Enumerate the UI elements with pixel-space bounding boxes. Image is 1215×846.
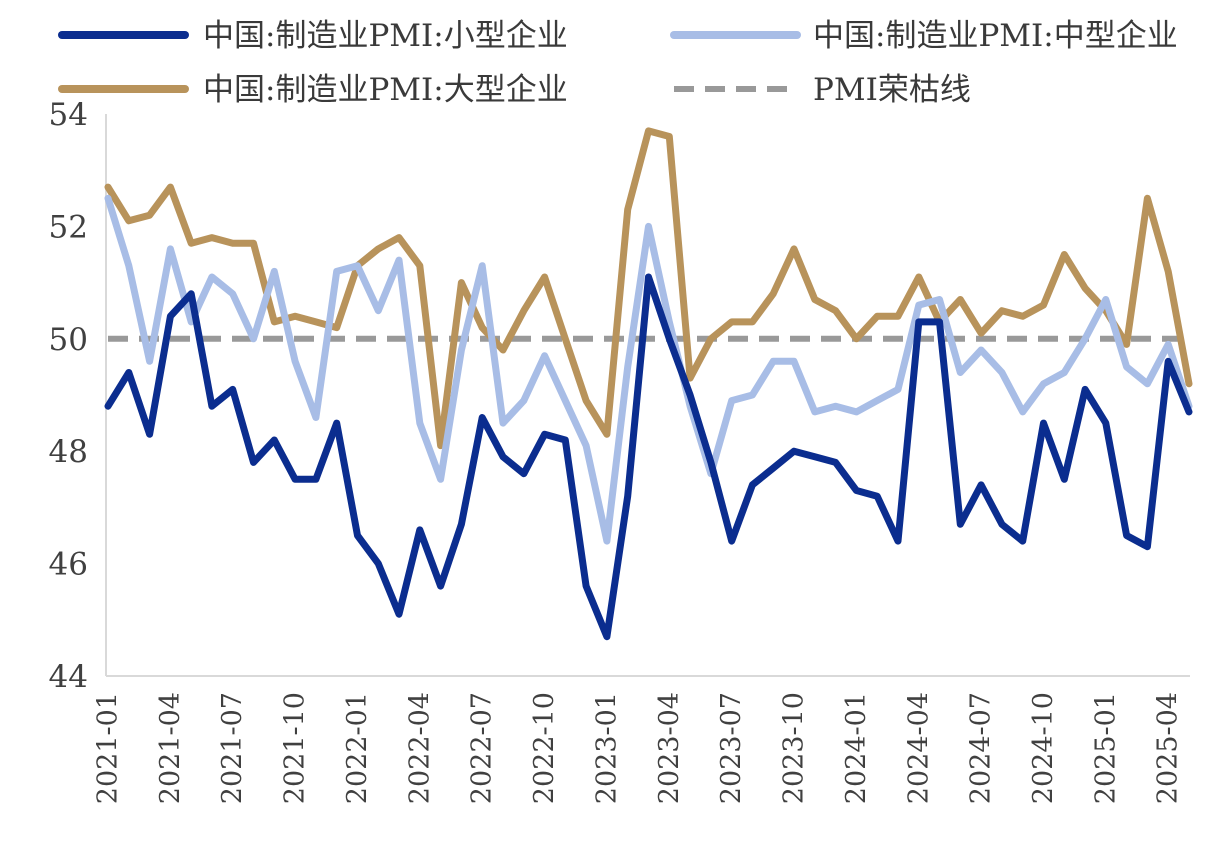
x-tick-label: 2021-07 [217,692,248,804]
y-tick-label: 50 [49,322,88,358]
legend-label-large: 中国:制造业PMI:大型企业 [203,72,568,108]
x-tick-label: 2021-01 [93,692,124,804]
x-tick-label: 2021-04 [155,692,186,804]
series-group [104,127,1193,641]
legend-item-large: 中国:制造业PMI:大型企业 [58,72,568,108]
y-tick-label: 46 [49,547,88,583]
legend-item-threshold: PMI荣枯线 [674,72,971,108]
x-tick-label: 2024-01 [841,692,872,804]
y-tick-labels: 44 46 48 50 52 54 [49,97,88,695]
legend-label-small: 中国:制造业PMI:小型企业 [203,18,568,54]
x-tick-label: 2024-10 [1028,692,1059,804]
x-tick-label: 2025-01 [1090,692,1121,804]
x-tick-label: 2022-07 [467,692,498,804]
legend-label-medium: 中国:制造业PMI:中型企业 [813,18,1178,54]
x-tick-label: 2023-07 [716,692,747,804]
legend-label-threshold: PMI荣枯线 [813,72,971,108]
y-tick-label: 52 [49,209,88,245]
legend-item-small: 中国:制造业PMI:小型企业 [58,18,568,54]
series-line-medium [104,194,1193,545]
legend-item-medium: 中国:制造业PMI:中型企业 [670,18,1178,54]
legend: 中国:制造业PMI:小型企业 中国:制造业PMI:中型企业 中国:制造业PMI:… [58,18,1178,108]
x-tick-label: 2022-01 [342,692,373,804]
x-tick-label: 2021-10 [280,692,311,804]
series-line-small [104,273,1193,641]
x-tick-label: 2025-04 [1153,692,1184,804]
x-tick-label: 2022-04 [404,692,435,804]
x-tick-label: 2024-04 [903,692,934,804]
x-tick-label: 2023-10 [779,692,810,804]
x-tick-label: 2022-10 [529,692,560,804]
x-tick-label: 2023-04 [654,692,685,804]
y-tick-label: 48 [49,434,88,470]
x-tick-label: 2023-01 [591,692,622,804]
x-tick-labels: 2021-01 2021-04 2021-07 2021-10 2022-01 … [93,692,1184,804]
x-tick-label: 2024-07 [966,692,997,804]
y-tick-label: 54 [49,97,88,133]
y-tick-label: 44 [49,659,88,695]
